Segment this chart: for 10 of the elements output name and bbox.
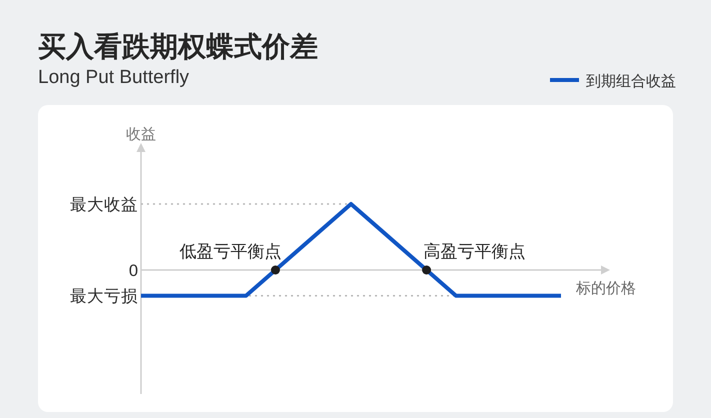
- ref-line-label: 最大收益: [70, 196, 138, 214]
- title: 买入看跌期权蝶式价差: [38, 31, 318, 62]
- annotation: 低盈亏平衡点: [179, 242, 282, 261]
- ref-line-label: 最大亏损: [70, 288, 138, 306]
- y-axis-title: 收益: [126, 126, 156, 143]
- legend-label: 到期组合收益: [586, 73, 676, 90]
- annotation: 高盈亏平衡点: [424, 242, 526, 261]
- x-axis-title: 标的价格: [576, 280, 636, 297]
- subtitle: Long Put Butterfly: [38, 67, 190, 88]
- ref-line-label: 0: [128, 262, 138, 280]
